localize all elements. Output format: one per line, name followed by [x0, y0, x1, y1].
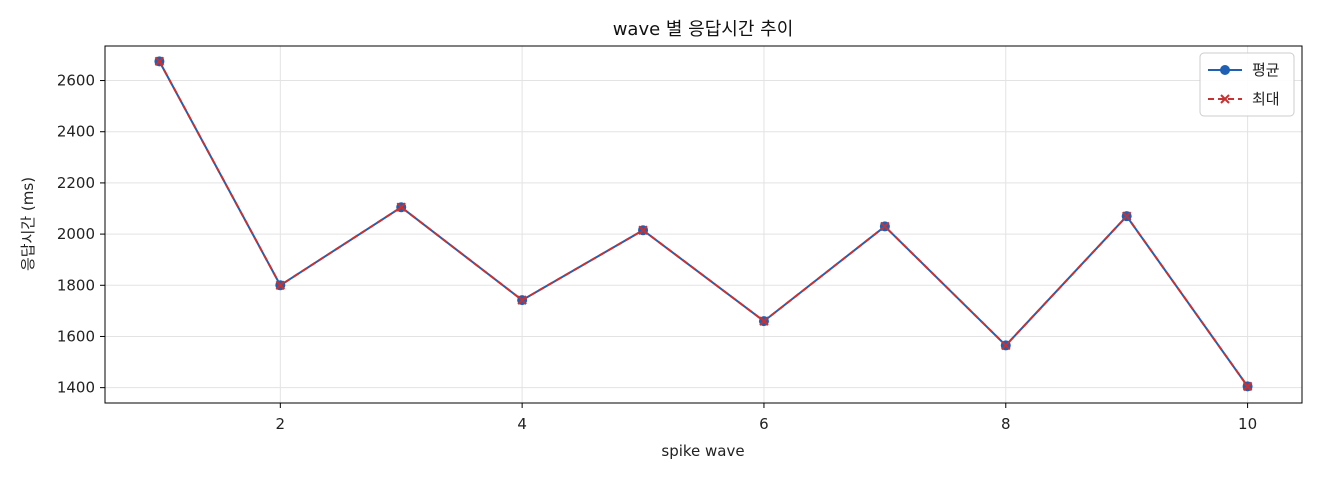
y-tick-label: 2600	[57, 72, 95, 90]
series-2	[154, 56, 1253, 392]
data-point	[638, 225, 648, 235]
data-point	[880, 221, 890, 232]
plot-area-frame	[104, 45, 1303, 404]
data-point	[1242, 381, 1253, 392]
legend-box	[1199, 52, 1295, 117]
grid	[105, 46, 1302, 403]
axis-ticks: 2 4 6 8 10 1400 1600 1800 2000 2200 2400 2600	[57, 72, 1257, 433]
x-tick-label: 6	[759, 415, 769, 433]
data-point	[154, 56, 165, 67]
legend-label: 평균	[1252, 61, 1280, 79]
series-layer	[154, 56, 1253, 392]
y-tick-label: 2200	[57, 174, 95, 192]
y-axis-title: 응답시간 (ms)	[19, 177, 37, 271]
y-tick-label: 1400	[57, 379, 95, 397]
legend-entry: 최대	[1208, 90, 1280, 108]
data-point	[517, 295, 527, 305]
series-line	[158, 60, 1249, 387]
y-tick-label: 1800	[57, 276, 95, 294]
data-point	[759, 316, 769, 326]
x-tick-label: 8	[1001, 415, 1011, 433]
series-1	[154, 56, 1253, 392]
x-axis-title: spike wave	[661, 442, 744, 460]
y-tick-label: 1600	[57, 327, 95, 345]
legend-entry: 평균	[1208, 61, 1280, 79]
data-point	[1001, 340, 1011, 351]
legend-label: 최대	[1252, 90, 1280, 108]
chart-title: wave 별 응답시간 추이	[613, 19, 794, 40]
series-line	[158, 60, 1249, 387]
y-tick-label: 2400	[57, 123, 95, 141]
data-point	[275, 280, 286, 290]
y-tick-label: 2000	[57, 225, 95, 243]
data-point	[1121, 211, 1132, 221]
legend-marker	[1220, 94, 1230, 104]
x-tick-label: 10	[1238, 415, 1257, 433]
legend-marker	[1220, 65, 1230, 75]
x-tick-label: 2	[276, 415, 286, 433]
data-point	[396, 202, 406, 212]
x-tick-label: 4	[517, 415, 527, 433]
